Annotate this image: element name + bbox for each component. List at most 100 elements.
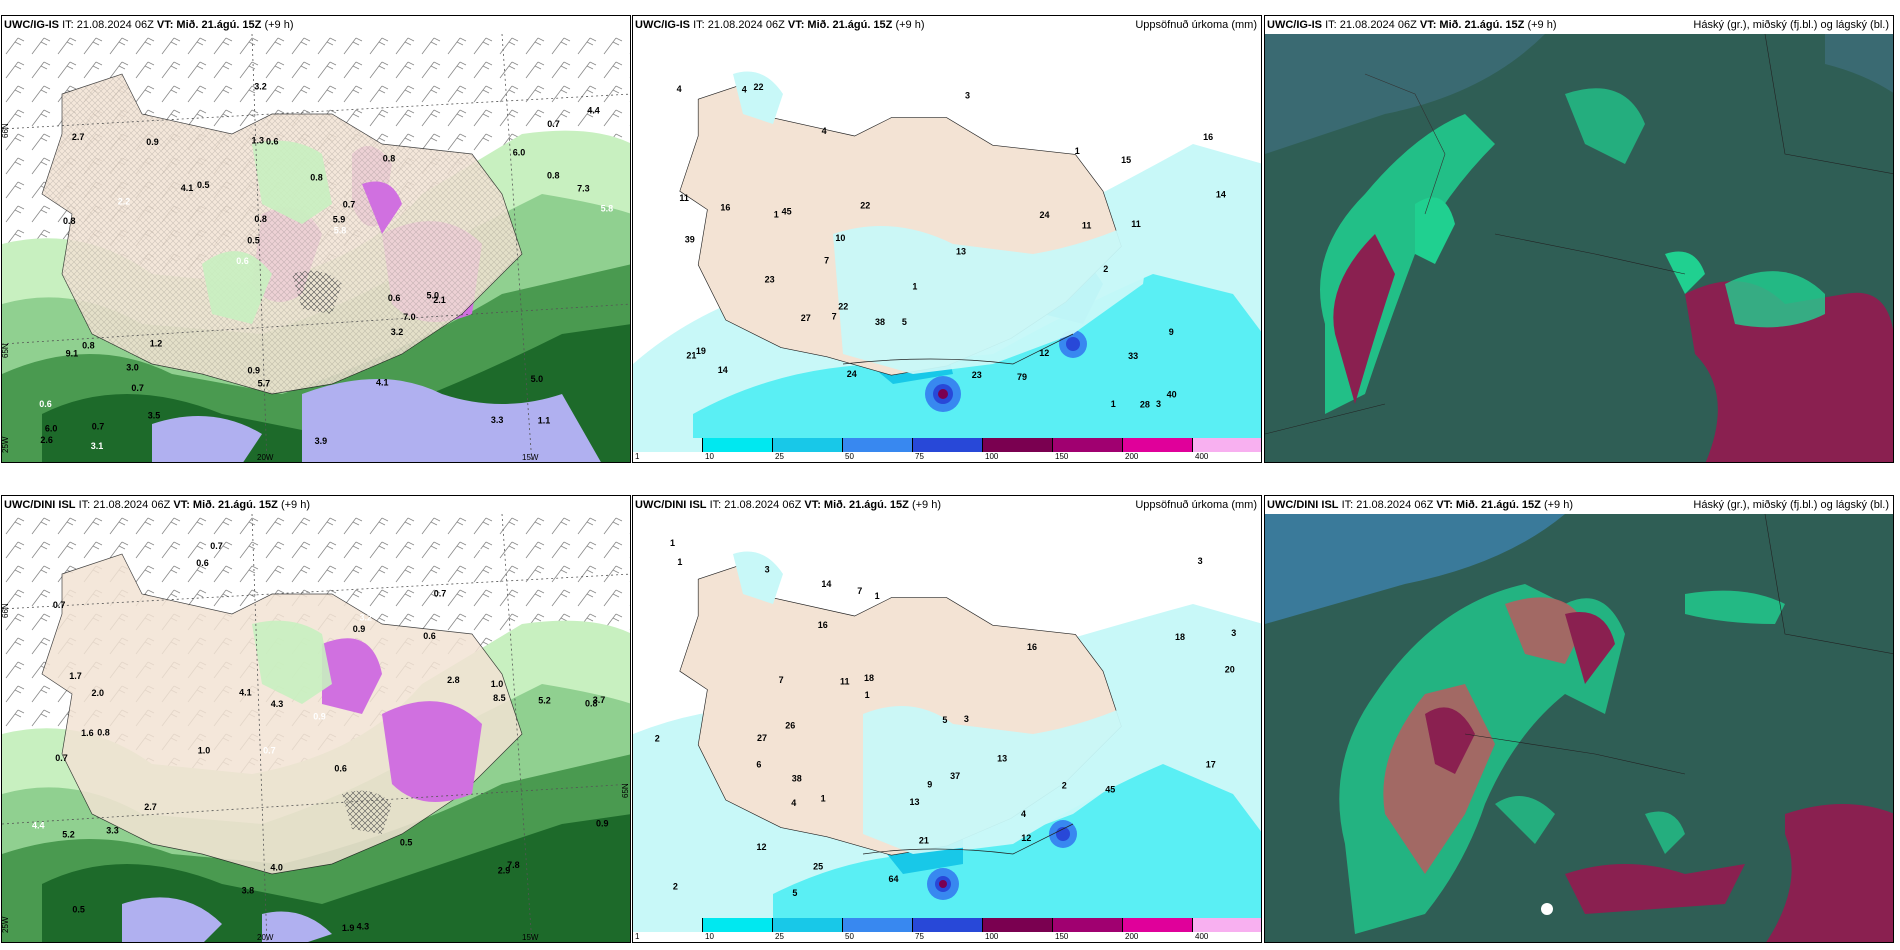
cloud-map — [1265, 34, 1893, 462]
scale-tick-label: 1 — [635, 932, 640, 941]
value-label: 33 — [1128, 351, 1138, 361]
init-time: IT: 21.08.2024 06Z — [1325, 19, 1417, 31]
value-label: 9 — [1169, 327, 1174, 337]
scale-swatch — [1123, 438, 1193, 452]
value-label: 27 — [757, 733, 767, 743]
value-label: 7.8 — [507, 860, 520, 870]
value-label: 0.7 — [55, 753, 68, 763]
value-label: 23 — [972, 370, 982, 380]
valid-label: VT: — [173, 499, 190, 511]
value-label: 4.4 — [587, 106, 600, 116]
panel-header: UWC/DINI ISL IT: 21.08.2024 06Z VT: Mið.… — [1265, 496, 1893, 514]
value-label: 13 — [910, 797, 920, 807]
value-label: 45 — [782, 207, 792, 217]
value-label: 5.2 — [538, 696, 551, 706]
value-label: 0.8 — [383, 154, 396, 164]
value-label: 1.2 — [150, 338, 163, 348]
value-label: 0.6 — [196, 558, 209, 568]
value-label: 9 — [927, 780, 932, 790]
lon-label: 20W — [257, 453, 274, 462]
value-label: 3.9 — [315, 436, 328, 446]
scale-tick-label: 25 — [775, 932, 784, 941]
scale-swatch — [1193, 918, 1261, 932]
value-label: 4.3 — [271, 699, 284, 709]
value-label: 6.0 — [513, 148, 526, 158]
lon-label: 25W — [2, 436, 10, 453]
scale-tick-label: 75 — [915, 932, 924, 941]
scale-swatch — [843, 438, 913, 452]
scale-swatch — [1193, 438, 1261, 452]
value-label: 0.7 — [131, 383, 144, 393]
value-label: 3 — [1231, 628, 1236, 638]
valid-time: Mið. 21.ágú. 15Z — [807, 19, 893, 31]
value-label: 0.5 — [247, 235, 260, 245]
value-label: 14 — [1216, 190, 1226, 200]
value-label: 1.6 — [81, 728, 94, 738]
value-label: 5 — [902, 317, 907, 327]
value-label: 21 — [919, 836, 929, 846]
panel-clouds-ig-is: UWC/IG-IS IT: 21.08.2024 06Z VT: Mið. 21… — [1264, 15, 1894, 463]
value-label: 19 — [696, 346, 706, 356]
value-label: 1 — [774, 210, 779, 220]
value-label: 3.0 — [126, 363, 139, 373]
value-label: 79 — [1017, 372, 1027, 382]
scale-tick-label: 50 — [845, 452, 854, 461]
value-label: 3.7 — [593, 695, 606, 705]
lat-label: 66N — [2, 123, 10, 138]
lat-label: 65N — [2, 343, 10, 358]
value-label: 0.9 — [353, 624, 366, 634]
value-label: 5.8 — [601, 204, 614, 214]
value-label: 40 — [1167, 390, 1177, 400]
model-name: UWC/DINI ISL — [4, 499, 76, 511]
value-label: 16 — [1203, 132, 1213, 142]
value-label: 4.1 — [376, 377, 389, 387]
valid-time: Mið. 21.ágú. 15Z — [823, 499, 909, 511]
scale-tick-label: 150 — [1055, 932, 1069, 941]
scale-tick-label: 400 — [1195, 452, 1209, 461]
precip-color-scale: 1 10 25 50 75 100 150 200 400 — [633, 918, 1261, 942]
value-label: 28 — [1140, 399, 1150, 409]
value-label: 23 — [765, 274, 775, 284]
value-label: 4.0 — [270, 862, 283, 872]
value-label: 1.3 — [252, 135, 265, 145]
value-label: 3 — [964, 714, 969, 724]
panel-header: UWC/IG-IS IT: 21.08.2024 06Z VT: Mið. 21… — [1265, 16, 1893, 34]
value-label: 3.3 — [106, 826, 119, 836]
value-label: 1 — [670, 538, 675, 548]
value-label: 12 — [1021, 833, 1031, 843]
panel-clouds-dini: UWC/DINI ISL IT: 21.08.2024 06Z VT: Mið.… — [1264, 495, 1894, 943]
scale-tick-label: 50 — [845, 932, 854, 941]
value-label: 3 — [765, 564, 770, 574]
lead-time: (+9 h) — [895, 19, 925, 31]
panel-precip-dini: UWC/DINI ISL IT: 21.08.2024 06Z VT: Mið.… — [632, 495, 1262, 943]
panel-wind-dini: UWC/DINI ISL IT: 21.08.2024 06Z VT: Mið.… — [1, 495, 631, 943]
panel-header: UWC/IG-IS IT: 21.08.2024 06Z VT: Mið. 21… — [2, 16, 630, 34]
scale-swatch — [1053, 438, 1123, 452]
scale-swatch — [773, 438, 843, 452]
value-label: 0.8 — [97, 728, 110, 738]
value-label: 8.5 — [493, 693, 506, 703]
field-title: Uppsöfnuð úrkoma (mm) — [1135, 19, 1257, 31]
value-label: 1 — [912, 282, 917, 292]
value-label: 0.7 — [547, 119, 560, 129]
value-label: 0.7 — [263, 746, 276, 756]
scale-swatch — [633, 438, 703, 452]
scale-tick-label: 100 — [985, 452, 999, 461]
value-label: 0.9 — [248, 366, 261, 376]
scale-tick-label: 75 — [915, 452, 924, 461]
value-label: 3 — [1156, 399, 1161, 409]
value-label: 15 — [1121, 155, 1131, 165]
value-label: 1 — [1111, 399, 1116, 409]
value-label: 0.7 — [210, 541, 223, 551]
value-label: 4.4 — [32, 821, 45, 831]
valid-label: VT: — [804, 499, 821, 511]
scale-tick-label: 400 — [1195, 932, 1209, 941]
valid-label: VT: — [1436, 499, 1453, 511]
scale-tick-label: 200 — [1125, 452, 1139, 461]
model-name: UWC/IG-IS — [1267, 19, 1322, 31]
value-label: 0.8 — [63, 216, 76, 226]
value-label: 0.9 — [313, 712, 326, 722]
value-label: 2.9 — [498, 865, 511, 875]
value-label: 1 — [677, 557, 682, 567]
